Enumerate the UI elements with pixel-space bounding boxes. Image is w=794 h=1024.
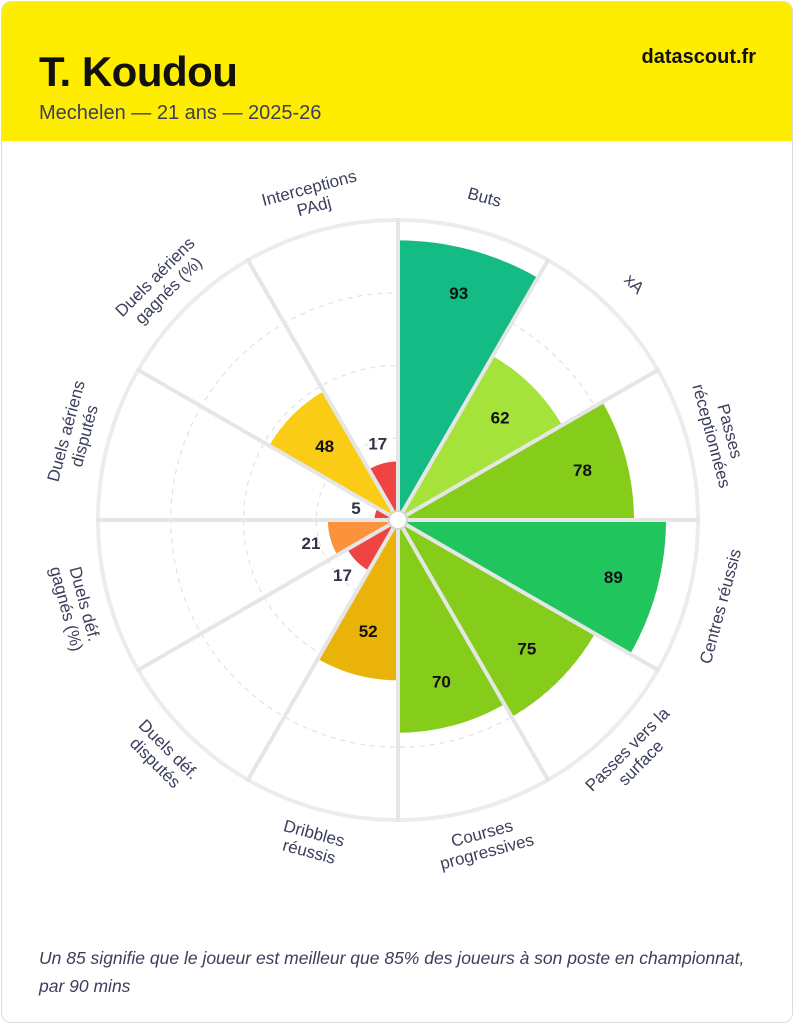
bar-11: [368, 461, 398, 513]
spoke-5: [400, 526, 551, 783]
spoke-11: [245, 257, 396, 514]
value-label-4: 75: [517, 639, 536, 658]
value-label-7: 17: [333, 566, 352, 585]
value-label-11: 17: [368, 435, 387, 454]
category-label-8: Duels déf.gagnés (%): [46, 564, 104, 653]
value-label-2: 78: [573, 461, 592, 480]
player-name: T. Koudou: [39, 48, 238, 95]
category-label-line: Centres réussis: [696, 547, 745, 666]
value-label-8: 21: [301, 534, 320, 553]
value-label-0: 93: [449, 284, 468, 303]
category-label-line: Buts: [466, 184, 504, 211]
category-label-line: xA: [620, 270, 648, 298]
value-label-6: 52: [359, 622, 378, 641]
bar-7: [347, 524, 394, 571]
center-hub: [388, 510, 408, 530]
bar-1: [402, 355, 563, 516]
bar-2: [405, 402, 634, 520]
spoke-7: [245, 526, 396, 783]
spoke-8: [135, 522, 392, 673]
bar-8: [327, 520, 391, 556]
bar-10: [269, 391, 394, 516]
bar-6: [317, 527, 398, 681]
value-label-3: 89: [604, 568, 623, 587]
category-label-3: Centres réussis: [696, 547, 745, 666]
header-banner: T. Koudou Mechelen — 21 ans — 2025-26 da…: [2, 2, 792, 141]
spoke-2: [404, 367, 661, 518]
spoke-4: [404, 522, 661, 673]
value-label-9: 5: [351, 499, 360, 518]
spoke-1: [400, 257, 551, 514]
bar-9: [374, 508, 391, 520]
spoke-10: [135, 367, 392, 518]
player-subtitle: Mechelen — 21 ans — 2025-26: [39, 102, 322, 124]
bar-4: [402, 524, 595, 717]
value-label-10: 48: [315, 437, 334, 456]
bar-0: [398, 240, 538, 513]
category-label-1: xA: [620, 270, 648, 298]
bar-5: [398, 527, 505, 733]
chart-footnote: Un 85 signifie que le joueur est meilleu…: [39, 948, 745, 996]
value-label-5: 70: [432, 672, 451, 691]
value-label-1: 62: [491, 408, 510, 427]
brand-label: datascout.fr: [641, 46, 756, 68]
category-label-0: Buts: [466, 184, 504, 211]
bar-3: [405, 520, 666, 654]
